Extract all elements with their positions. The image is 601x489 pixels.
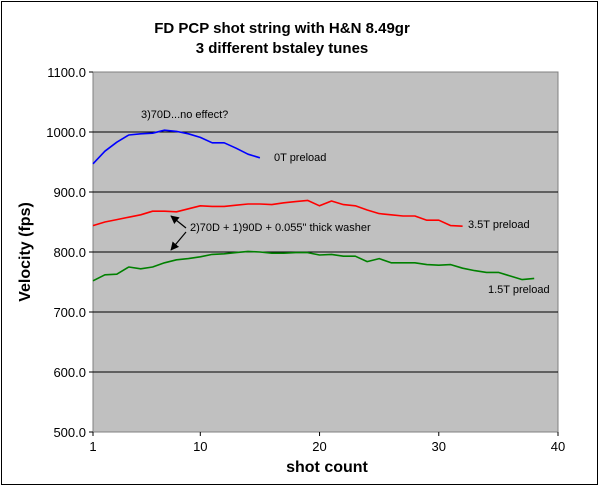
- y-tick-label-1: 600.0: [53, 365, 86, 380]
- y-tick-label-3: 800.0: [53, 245, 86, 260]
- series-line-0t-preload: [92, 129, 261, 165]
- series-lines: [92, 129, 535, 282]
- chart-title-line1: FD PCP shot string with H&N 8.49gr: [154, 20, 410, 37]
- series-label-3-5t-preload: 3.5T preload: [468, 219, 530, 231]
- y-tick-label-4: 900.0: [53, 185, 86, 200]
- y-tick-label-2: 700.0: [53, 305, 86, 320]
- series-line-1-5t-preload: [92, 250, 535, 282]
- y-tick-label-5: 1000.0: [46, 125, 86, 140]
- x-tick-label-1: 10: [193, 439, 207, 454]
- x-axis-ticks: 1 10 20 30 40: [89, 432, 565, 454]
- x-tick-label-3: 30: [432, 439, 446, 454]
- annotation-no-effect: 3)70D...no effect?: [141, 109, 228, 121]
- y-axis-label: Velocity (fps): [17, 202, 34, 302]
- chart-title-line2: 3 different bstaley tunes: [196, 40, 369, 57]
- series-line-3-5t-preload: [92, 199, 463, 227]
- annotation-arrow-down: [170, 231, 187, 251]
- gridlines: [93, 131, 558, 373]
- y-tick-label-0: 500.0: [53, 425, 86, 440]
- x-tick-label-2: 20: [312, 439, 326, 454]
- y-tick-label-6: 1100.0: [47, 65, 86, 80]
- series-label-1-5t-preload: 1.5T preload: [488, 284, 550, 296]
- y-axis-ticks: 500.0 600.0 700.0 800.0 900.0 1000.0 1100.0: [46, 65, 93, 440]
- x-tick-label-4: 40: [551, 439, 565, 454]
- x-axis-label: shot count: [286, 459, 368, 476]
- x-tick-label-0: 1: [89, 439, 96, 454]
- annotation-arrow-up: [170, 215, 187, 229]
- series-label-0t-preload: 0T preload: [274, 152, 326, 164]
- annotation-washer: 2)70D + 1)90D + 0.055" thick washer: [190, 222, 371, 234]
